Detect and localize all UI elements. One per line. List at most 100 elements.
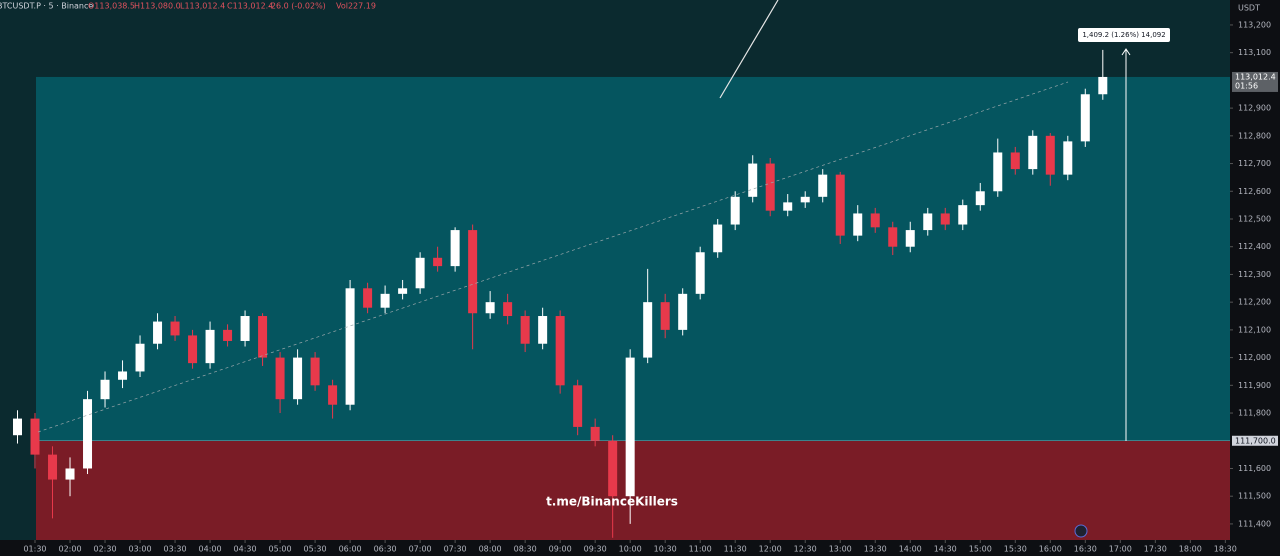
logo: [1074, 524, 1088, 538]
candle-body: [118, 371, 128, 380]
x-tick-label: 03:30: [164, 545, 187, 554]
candle-body: [818, 174, 828, 197]
candle-body: [503, 302, 513, 317]
x-tick-label: 18:30: [1214, 545, 1237, 554]
price-tag-label: 113,012.4: [1235, 72, 1276, 81]
candle-body: [905, 230, 915, 247]
price-tag: [1232, 71, 1278, 92]
candle-body: [713, 224, 723, 253]
x-tick-label: 16:00: [1039, 545, 1062, 554]
candle-body: [993, 152, 1003, 192]
high: H113,080.0: [134, 2, 181, 11]
x-tick-label: 02:00: [58, 545, 81, 554]
y-tick-label: 112,000: [1238, 353, 1271, 362]
candle-body: [940, 213, 950, 225]
drawing-line: [719, 0, 779, 99]
candle-body: [538, 316, 548, 344]
symbol: BTCUSDT.P · 5 · Binance: [0, 2, 93, 11]
candle-body: [153, 321, 163, 344]
y-tick-label: 111,900: [1238, 381, 1271, 390]
open: O113,038.5: [88, 2, 135, 11]
x-tick-label: 03:00: [129, 545, 152, 554]
candle-body: [240, 316, 250, 341]
candle-body: [730, 196, 740, 225]
x-tick-label: 05:30: [304, 545, 327, 554]
x-tick-label: 06:00: [339, 545, 362, 554]
y-tick-label: 113,100: [1238, 48, 1271, 57]
x-tick-label: 14:00: [899, 545, 922, 554]
candle-body: [310, 357, 320, 386]
candle-body: [65, 468, 75, 480]
x-tick-label: 07:30: [444, 545, 467, 554]
candle-body: [1028, 135, 1038, 170]
y-tick-label: 112,100: [1238, 325, 1271, 334]
price-tag: [1232, 435, 1278, 446]
y-tick-label: 111,400: [1238, 519, 1271, 528]
candle-body: [573, 385, 583, 427]
x-tick-label: 15:00: [969, 545, 992, 554]
candle-body: [135, 343, 145, 372]
y-tick-label: 112,400: [1238, 242, 1271, 251]
candle-body: [485, 302, 495, 314]
y-tick-label: 111,600: [1238, 464, 1271, 473]
y-tick-label: 112,500: [1238, 214, 1271, 223]
currency: USDT: [1238, 4, 1260, 13]
candle-body: [398, 288, 408, 294]
measure-label: 1,409.2 (1.26%) 14,092: [1082, 31, 1165, 39]
candle-body: [958, 205, 968, 225]
x-tick-label: 15:30: [1004, 545, 1027, 554]
x-tick-label: 13:00: [829, 545, 852, 554]
candle-body: [660, 302, 670, 330]
y-tick-label: 111,500: [1238, 492, 1271, 501]
y-tick-label: 112,200: [1238, 298, 1271, 307]
x-tick-label: 08:00: [479, 545, 502, 554]
change: -26.0 (-0.02%): [268, 2, 326, 11]
candle-body: [433, 257, 443, 267]
candle-body: [13, 418, 23, 436]
y-tick-label: 112,800: [1238, 131, 1271, 140]
x-tick-label: 09:00: [549, 545, 572, 554]
x-tick-label: 04:00: [199, 545, 222, 554]
candle-body: [555, 316, 565, 386]
x-tick-label: 08:30: [514, 545, 537, 554]
low: L113,012.4: [180, 2, 225, 11]
candle-body: [258, 316, 268, 358]
candle-body: [48, 454, 58, 480]
time-axis: [0, 540, 1280, 556]
x-tick-label: 17:00: [1109, 545, 1132, 554]
measure-box: [1078, 28, 1170, 42]
y-tick-label: 112,600: [1238, 187, 1271, 196]
candle-body: [748, 163, 758, 197]
x-tick-label: 13:30: [864, 545, 887, 554]
price-axis: [1230, 0, 1280, 556]
x-tick-label: 14:30: [934, 545, 957, 554]
candle-body: [468, 230, 478, 314]
watermark: t.me/BinanceKillers: [546, 495, 678, 509]
x-tick-label: 02:30: [93, 545, 116, 554]
x-tick-label: 09:30: [584, 545, 607, 554]
candle-body: [293, 357, 303, 400]
close: C113,012.4: [227, 2, 273, 11]
candle-body: [923, 213, 933, 231]
candle-body: [415, 257, 425, 289]
x-tick-label: 06:30: [374, 545, 397, 554]
candle-body: [205, 329, 215, 364]
candle-body: [100, 379, 110, 400]
candle-body: [30, 418, 40, 455]
candle-body: [328, 385, 338, 405]
price-tag-time: 01:56: [1235, 81, 1258, 90]
candle-body: [275, 357, 285, 400]
candle-body: [625, 357, 635, 497]
y-tick-label: 112,700: [1238, 159, 1271, 168]
y-tick-label: 112,300: [1238, 270, 1271, 279]
candle-body: [83, 399, 93, 469]
candle-body: [345, 288, 355, 405]
candle-body: [1045, 135, 1055, 175]
x-tick-label: 10:00: [619, 545, 642, 554]
candle-body: [380, 293, 390, 308]
x-tick-label: 17:30: [1144, 545, 1167, 554]
x-tick-label: 11:30: [724, 545, 747, 554]
x-tick-label: 05:00: [269, 545, 292, 554]
volume: Vol227.19: [336, 2, 376, 11]
